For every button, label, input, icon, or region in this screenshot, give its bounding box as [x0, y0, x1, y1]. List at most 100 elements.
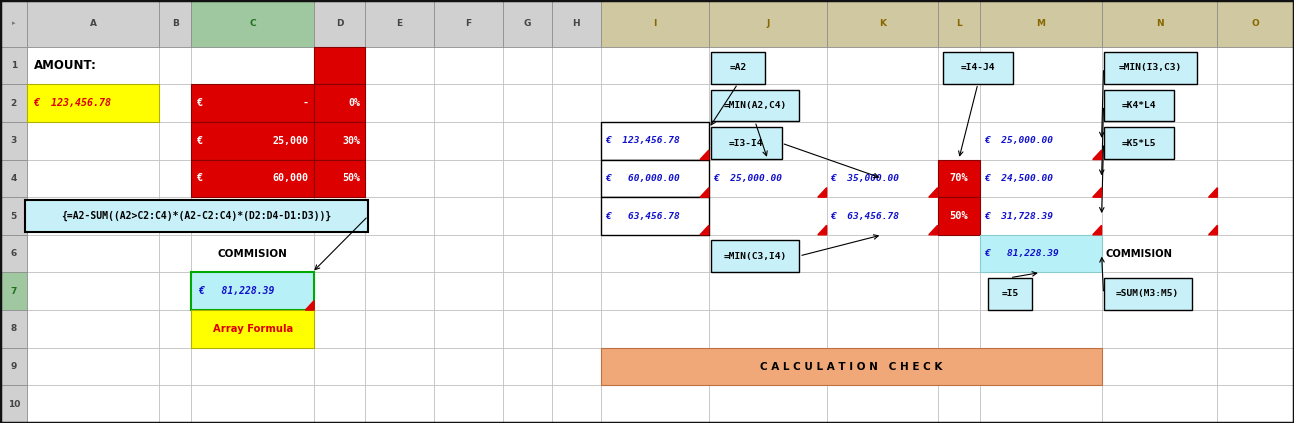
Text: C: C	[250, 19, 256, 28]
FancyBboxPatch shape	[433, 159, 502, 197]
FancyBboxPatch shape	[0, 84, 27, 122]
FancyBboxPatch shape	[159, 122, 192, 159]
FancyBboxPatch shape	[1218, 0, 1294, 47]
Polygon shape	[1092, 225, 1101, 235]
Polygon shape	[305, 301, 314, 310]
FancyBboxPatch shape	[980, 159, 1101, 197]
FancyBboxPatch shape	[938, 385, 980, 423]
FancyBboxPatch shape	[433, 0, 502, 47]
FancyBboxPatch shape	[709, 310, 827, 348]
Text: €: €	[198, 98, 203, 108]
FancyBboxPatch shape	[1218, 122, 1294, 159]
FancyBboxPatch shape	[938, 310, 980, 348]
FancyBboxPatch shape	[0, 0, 27, 47]
FancyBboxPatch shape	[980, 84, 1101, 122]
FancyBboxPatch shape	[192, 159, 314, 197]
Text: 1: 1	[10, 61, 17, 70]
FancyBboxPatch shape	[27, 0, 159, 47]
FancyBboxPatch shape	[827, 84, 938, 122]
FancyBboxPatch shape	[827, 197, 938, 235]
FancyBboxPatch shape	[938, 159, 980, 197]
FancyBboxPatch shape	[27, 385, 159, 423]
Text: A: A	[89, 19, 97, 28]
FancyBboxPatch shape	[502, 310, 551, 348]
Polygon shape	[1209, 225, 1218, 235]
FancyBboxPatch shape	[551, 235, 600, 272]
FancyBboxPatch shape	[314, 122, 365, 159]
Text: 70%: 70%	[950, 173, 968, 183]
Text: 0%: 0%	[348, 98, 360, 108]
FancyBboxPatch shape	[710, 90, 800, 121]
FancyBboxPatch shape	[0, 235, 27, 272]
Text: H: H	[572, 19, 580, 28]
FancyBboxPatch shape	[600, 47, 709, 84]
Text: €   81,228.39: € 81,228.39	[983, 249, 1058, 258]
FancyBboxPatch shape	[709, 272, 827, 310]
FancyBboxPatch shape	[159, 310, 192, 348]
Text: 6: 6	[10, 249, 17, 258]
FancyBboxPatch shape	[0, 0, 27, 47]
FancyBboxPatch shape	[0, 348, 27, 385]
FancyBboxPatch shape	[192, 197, 314, 235]
FancyBboxPatch shape	[27, 122, 159, 159]
Polygon shape	[929, 188, 938, 197]
Polygon shape	[1209, 188, 1218, 197]
FancyBboxPatch shape	[710, 52, 765, 84]
FancyBboxPatch shape	[433, 47, 502, 84]
Text: E: E	[396, 19, 402, 28]
FancyBboxPatch shape	[938, 197, 980, 235]
FancyBboxPatch shape	[314, 272, 365, 310]
FancyBboxPatch shape	[192, 122, 314, 159]
FancyBboxPatch shape	[827, 0, 938, 47]
FancyBboxPatch shape	[192, 348, 314, 385]
FancyBboxPatch shape	[0, 310, 27, 348]
Text: €: €	[198, 136, 203, 146]
FancyBboxPatch shape	[314, 159, 365, 197]
FancyBboxPatch shape	[27, 84, 159, 122]
Text: 30%: 30%	[343, 136, 360, 146]
Text: J: J	[766, 19, 770, 28]
FancyBboxPatch shape	[600, 348, 709, 385]
FancyBboxPatch shape	[314, 122, 365, 159]
FancyBboxPatch shape	[0, 235, 27, 272]
FancyBboxPatch shape	[551, 84, 600, 122]
FancyBboxPatch shape	[314, 47, 365, 84]
FancyBboxPatch shape	[314, 235, 365, 272]
FancyBboxPatch shape	[709, 159, 827, 197]
FancyBboxPatch shape	[502, 235, 551, 272]
Text: =I4-J4: =I4-J4	[960, 63, 995, 72]
FancyBboxPatch shape	[1101, 348, 1218, 385]
FancyBboxPatch shape	[433, 310, 502, 348]
FancyBboxPatch shape	[0, 197, 27, 235]
FancyBboxPatch shape	[600, 310, 709, 348]
Text: €   81,228.39: € 81,228.39	[198, 286, 274, 296]
FancyBboxPatch shape	[27, 47, 159, 84]
FancyBboxPatch shape	[0, 385, 27, 423]
FancyBboxPatch shape	[365, 235, 433, 272]
FancyBboxPatch shape	[0, 84, 27, 122]
FancyBboxPatch shape	[502, 0, 551, 47]
FancyBboxPatch shape	[980, 122, 1101, 159]
Polygon shape	[818, 225, 827, 235]
FancyBboxPatch shape	[314, 348, 365, 385]
Text: G: G	[524, 19, 531, 28]
FancyBboxPatch shape	[980, 0, 1101, 47]
Text: €  25,000.00: € 25,000.00	[713, 174, 782, 183]
Text: €  31,728.39: € 31,728.39	[983, 212, 1053, 220]
FancyBboxPatch shape	[502, 0, 551, 47]
FancyBboxPatch shape	[433, 348, 502, 385]
FancyBboxPatch shape	[980, 235, 1101, 272]
FancyBboxPatch shape	[27, 348, 159, 385]
FancyBboxPatch shape	[551, 0, 600, 47]
FancyBboxPatch shape	[1101, 385, 1218, 423]
FancyBboxPatch shape	[433, 0, 502, 47]
FancyBboxPatch shape	[433, 84, 502, 122]
FancyBboxPatch shape	[1218, 47, 1294, 84]
FancyBboxPatch shape	[1218, 235, 1294, 272]
FancyBboxPatch shape	[192, 272, 314, 310]
FancyBboxPatch shape	[27, 197, 159, 235]
Text: 50%: 50%	[343, 173, 360, 183]
Text: €  123,456.78: € 123,456.78	[604, 136, 679, 145]
FancyBboxPatch shape	[314, 47, 365, 84]
FancyBboxPatch shape	[980, 385, 1101, 423]
